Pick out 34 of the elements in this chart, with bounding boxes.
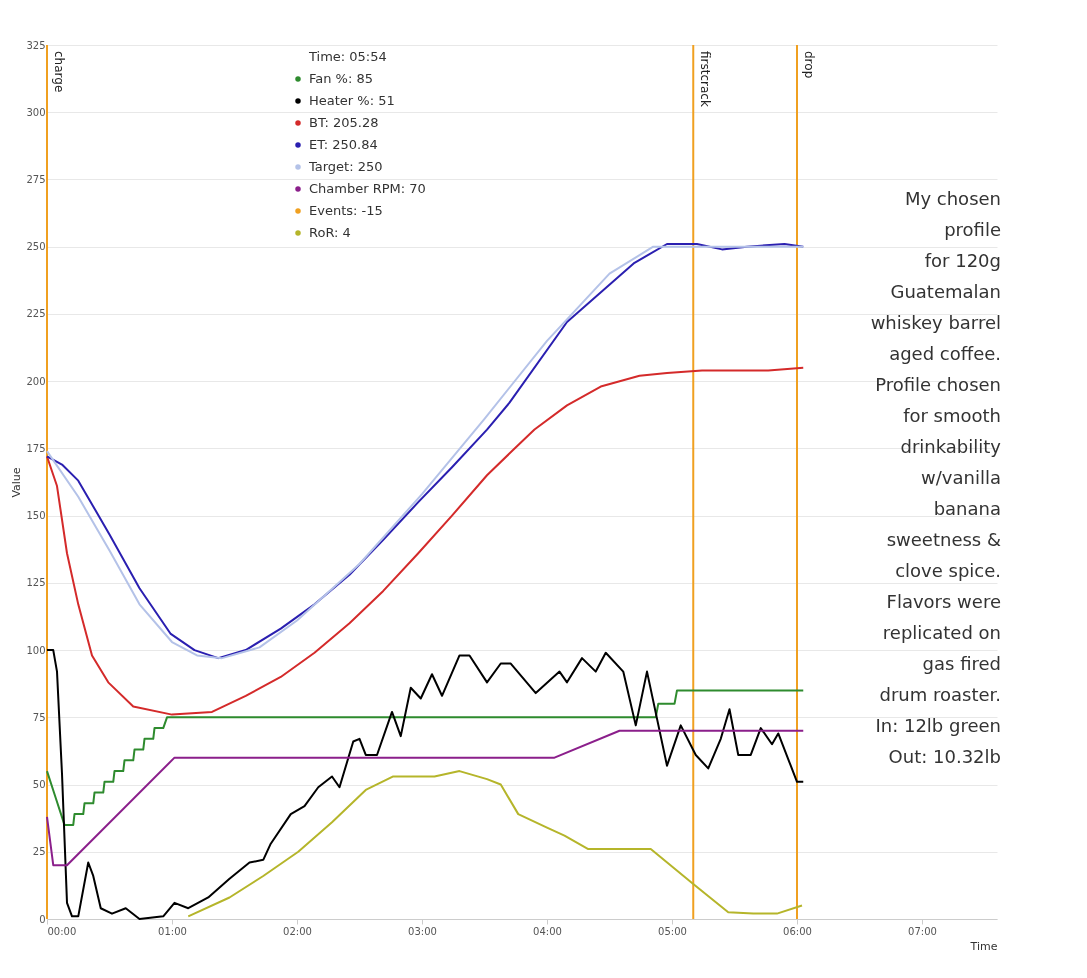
x-tick-label: 03:00 xyxy=(408,925,437,937)
y-tick-label: 0 xyxy=(39,913,46,925)
y-tick-label: 225 xyxy=(26,308,46,320)
y-tick-label: 125 xyxy=(26,577,46,589)
ref-line-label: firstcrack xyxy=(698,51,713,107)
x-tick-label: 05:00 xyxy=(658,925,687,937)
ref-line-label: charge xyxy=(52,51,66,93)
x-tick-label: 00:00 xyxy=(47,925,77,937)
y-tick-label: 100 xyxy=(26,644,46,656)
x-tick-label: 06:00 xyxy=(783,925,812,937)
text: My chosen profile for 120g Guatemalan whiskey barrel aged coffee. Profile chosen for smooth drinkability w/vanilla banana sweetness & clove spice. Flavors were replicated on gas fired drum roaster. In: 12lb green Out: 10.32lb xyxy=(870,188,1001,767)
line-series xyxy=(46,649,805,920)
y-tick-label: 25 xyxy=(32,846,46,858)
x-tick-label: 07:00 xyxy=(908,925,937,937)
y-tick-label: 75 xyxy=(32,711,46,723)
text: Time: 05:54 Fan %: 85 Heater %: 51 BT: 205.28 ET: 250.84 Target: 250 Chamber RPM: 70 Events: -15 RoR: 4 xyxy=(309,49,426,240)
x-tick-label: 01:00 xyxy=(158,925,187,937)
ref-line-label: drop xyxy=(802,51,816,79)
y-tick-label: 250 xyxy=(26,241,46,253)
x-axis-title: Time xyxy=(969,939,998,953)
y-tick-label: 200 xyxy=(26,375,46,387)
y-tick-label: 50 xyxy=(32,779,46,791)
y-tick-label: 300 xyxy=(26,106,46,118)
y-axis-title: Value xyxy=(10,467,24,498)
line-series xyxy=(187,770,803,918)
y-tick-label: 175 xyxy=(26,442,46,454)
line-series xyxy=(46,366,805,716)
x-tick-label: 04:00 xyxy=(533,925,562,937)
y-tick-label: 325 xyxy=(26,39,46,51)
x-tick-label: 02:00 xyxy=(283,925,312,937)
line-series xyxy=(46,689,805,826)
y-tick-label: 150 xyxy=(26,510,46,522)
line-series xyxy=(46,729,805,867)
y-tick-label: 275 xyxy=(26,173,46,185)
